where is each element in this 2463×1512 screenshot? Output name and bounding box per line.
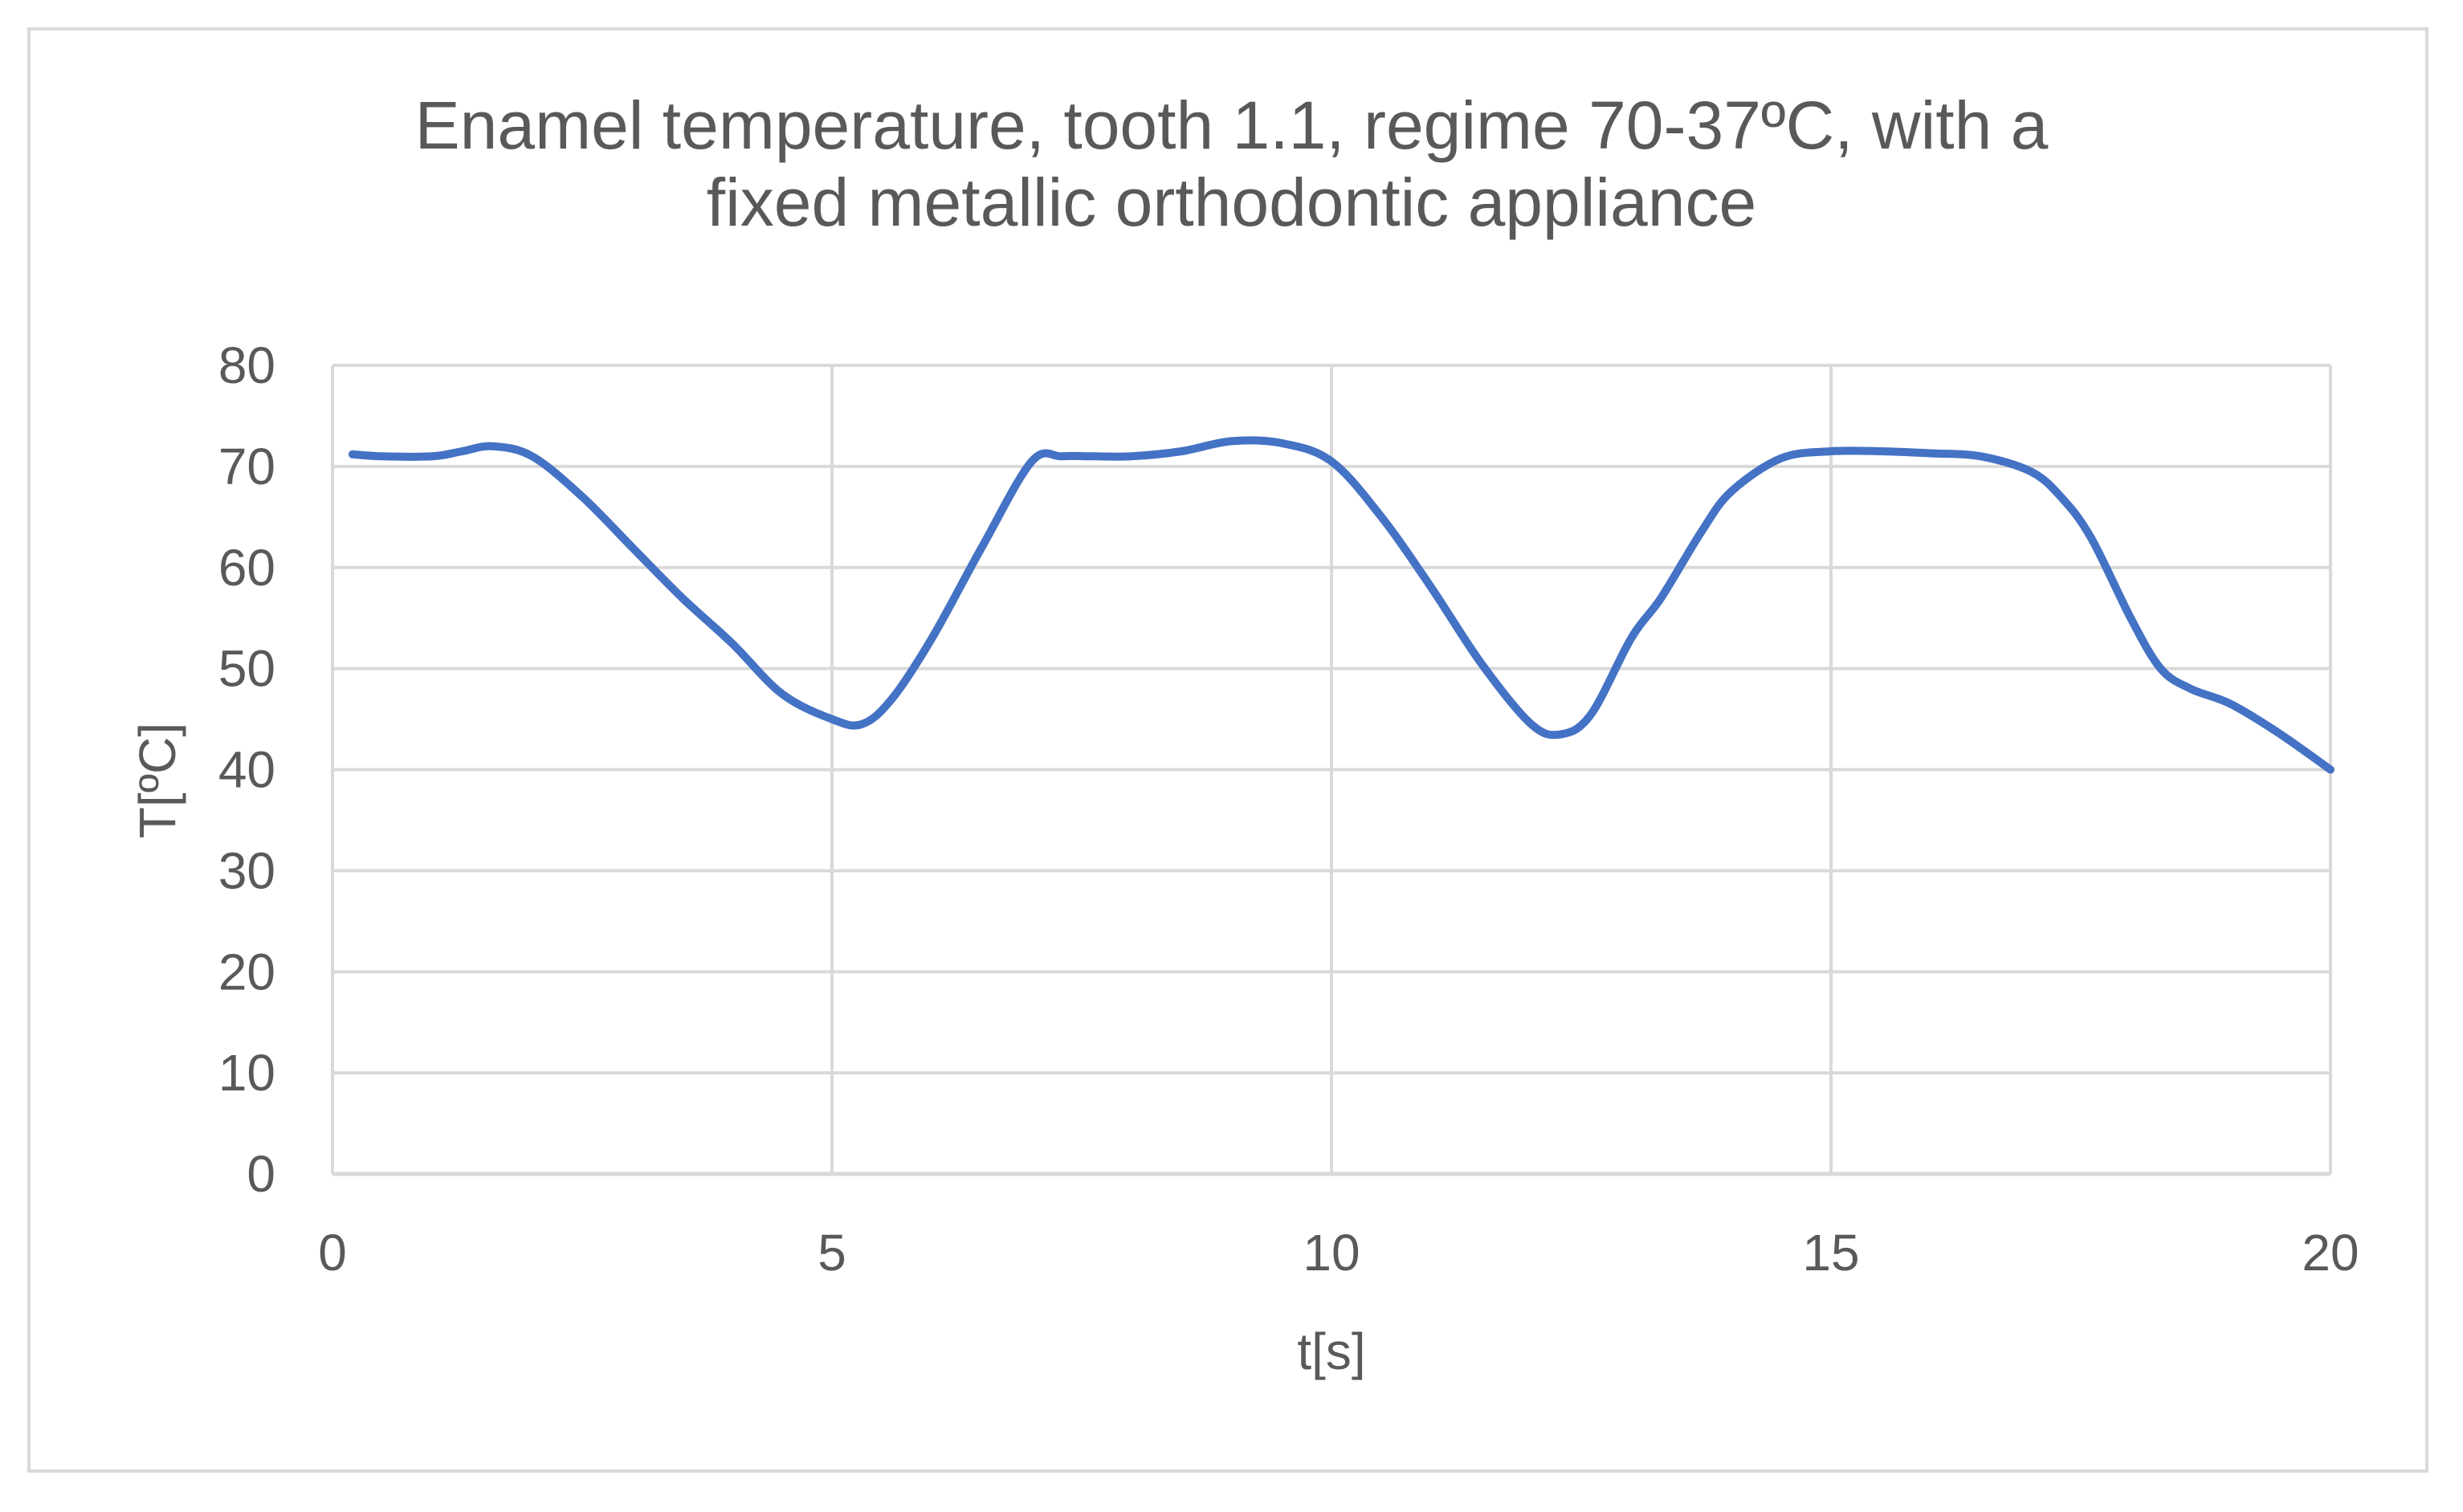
- x-tick-label: 20: [2302, 1224, 2359, 1282]
- y-tick-label: 20: [218, 943, 275, 1001]
- grid-layer: [331, 364, 2332, 1174]
- x-tick-label: 10: [1303, 1224, 1360, 1282]
- y-tick-label: 10: [218, 1044, 275, 1102]
- y-tick-label: 50: [218, 640, 275, 698]
- chart-title: Enamel temperature, tooth 1.1, regime 70…: [0, 87, 2463, 241]
- y-tick-label: 40: [218, 741, 275, 799]
- y-tick-label: 70: [218, 438, 275, 495]
- chart-frame: [27, 27, 2428, 1473]
- series-layer: [348, 436, 2335, 774]
- chart-title-line-1: Enamel temperature, tooth 1.1, regime 70…: [414, 88, 2049, 163]
- x-tick-label: 0: [318, 1224, 347, 1282]
- chart-title-line-2: fixed metallic orthodontic appliance: [706, 165, 1757, 240]
- series-line: [348, 436, 2335, 774]
- axis-layer: 0 10 20 30 40 50 60 70 80 0 5 10 15 20: [218, 336, 2359, 1282]
- y-tick-label: 0: [247, 1145, 275, 1203]
- y-tick-label: 60: [218, 539, 275, 597]
- label-layer: t[s] T[ºC]: [128, 723, 1366, 1380]
- x-axis-label: t[s]: [1297, 1322, 1365, 1380]
- y-tick-label: 30: [218, 842, 275, 899]
- y-axis-label: T[ºC]: [128, 723, 186, 838]
- y-tick-label: 80: [218, 336, 275, 394]
- x-tick-label: 15: [1802, 1224, 1859, 1282]
- x-tick-label: 5: [818, 1224, 846, 1282]
